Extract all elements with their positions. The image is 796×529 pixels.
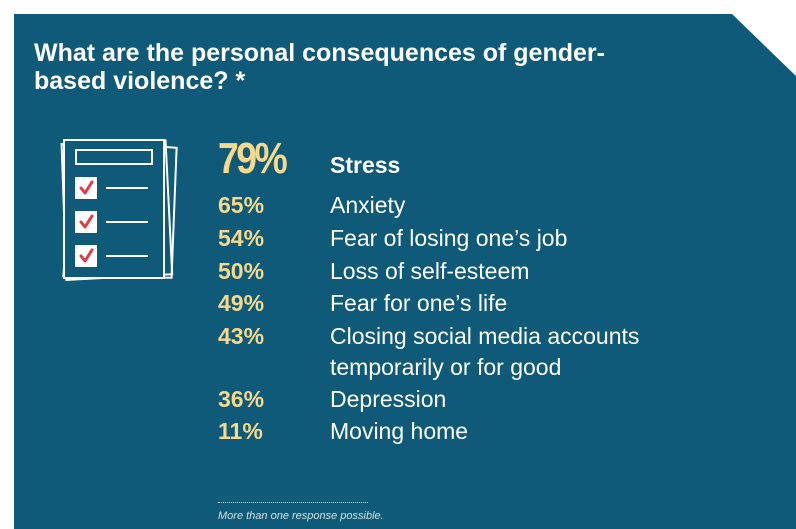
percent-value: 43% xyxy=(218,323,265,349)
percent-value: 65% xyxy=(218,192,265,218)
consequence-label: Anxiety xyxy=(330,192,406,218)
consequence-label: Depression xyxy=(330,386,447,412)
percent-value: 79% xyxy=(218,134,288,183)
consequence-label: Fear for one’s life xyxy=(330,290,508,316)
consequence-label: Fear of losing one’s job xyxy=(330,225,568,251)
percent-value: 50% xyxy=(218,258,265,284)
consequence-label: Stress xyxy=(330,152,401,178)
footnote: More than one response possible. xyxy=(218,510,384,522)
consequence-label: Closing social media accounts xyxy=(330,323,640,349)
infographic-panel: What are the personal consequences of ge… xyxy=(14,14,796,529)
consequence-label-cont: temporarily or for good xyxy=(330,354,562,380)
percent-value: 11% xyxy=(218,418,263,444)
chart-title: What are the personal consequences of ge… xyxy=(34,39,605,95)
percent-value: 36% xyxy=(218,386,265,412)
footnote-divider xyxy=(218,502,368,503)
percent-value: 49% xyxy=(218,290,265,316)
checklist-icon xyxy=(60,139,178,281)
consequence-label: Moving home xyxy=(330,418,469,444)
consequence-label: Loss of self-esteem xyxy=(330,258,530,284)
percent-value: 54% xyxy=(218,225,265,251)
